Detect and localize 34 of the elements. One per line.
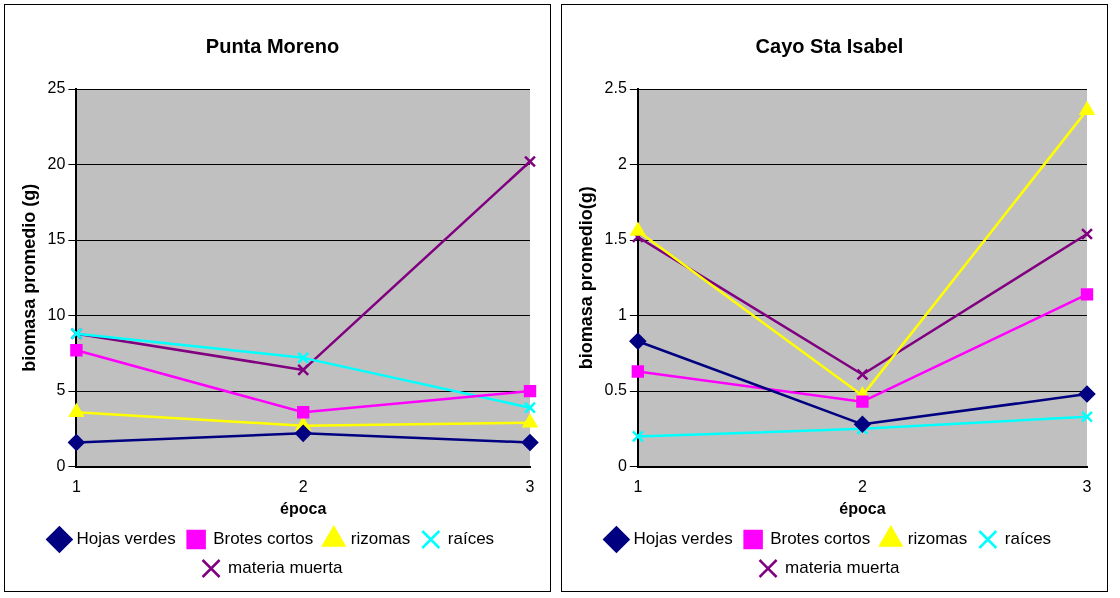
y-tick-label: 20 <box>47 154 66 172</box>
legend-label: Brotes cortos <box>770 529 871 549</box>
y-tick-label: 1.5 <box>604 230 627 248</box>
y-axis-title: biomasa promedio(g) <box>575 186 596 370</box>
chart-title: Punta Moreno <box>205 34 340 57</box>
y-tick-label: 0 <box>56 457 66 475</box>
legend-label: Hojas verdes <box>633 529 733 549</box>
y-tick-label: 10 <box>47 305 66 323</box>
y-tick-label: 15 <box>47 230 66 248</box>
legend-label: rizomas <box>907 529 968 549</box>
legend-label: Hojas verdes <box>76 529 176 549</box>
y-tick-label: 0.5 <box>604 381 627 399</box>
x-tick-label: 3 <box>525 477 535 495</box>
y-axis-title: biomasa promedio (g) <box>18 183 39 372</box>
y-tick-label: 2.5 <box>604 79 627 97</box>
y-tick-label: 0 <box>617 457 627 475</box>
legend-label: Brotes cortos <box>213 529 314 549</box>
y-tick-label: 1 <box>617 305 627 323</box>
x-axis-title: época <box>280 499 327 517</box>
x-tick-label: 3 <box>1082 477 1092 495</box>
x-tick-label: 1 <box>71 477 81 495</box>
legend-label: materia muerta <box>228 558 343 578</box>
y-tick-label: 5 <box>56 381 66 399</box>
y-tick-label: 25 <box>47 79 66 97</box>
x-tick-label: 2 <box>298 477 308 495</box>
legend-label: materia muerta <box>785 558 900 578</box>
legend-label: raíces <box>1004 529 1052 549</box>
x-tick-label: 1 <box>633 477 643 495</box>
legend-label: raíces <box>447 529 495 549</box>
y-tick-label: 2 <box>617 154 627 172</box>
chart-title: Cayo Sta Isabel <box>755 34 904 57</box>
x-tick-label: 2 <box>857 477 867 495</box>
x-axis-title: época <box>839 499 886 517</box>
legend-label: rizomas <box>350 529 411 549</box>
